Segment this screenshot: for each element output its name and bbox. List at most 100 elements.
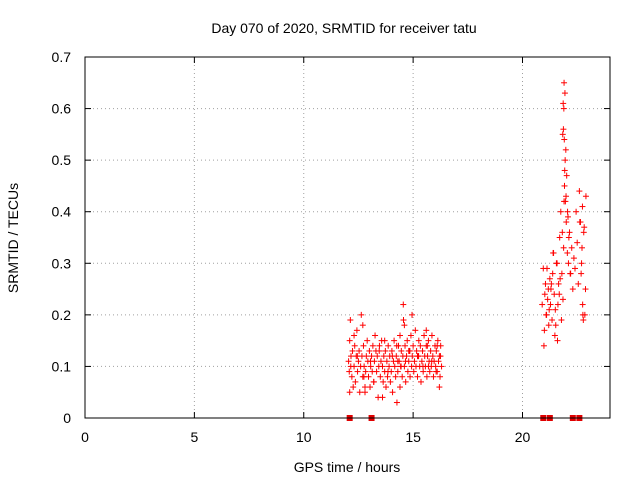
data-point	[367, 358, 374, 365]
data-point	[556, 234, 563, 241]
data-point	[376, 342, 383, 349]
data-point	[384, 368, 391, 375]
data-point	[367, 384, 374, 391]
data-point	[559, 296, 566, 303]
y-tick-label: 0.4	[52, 204, 72, 220]
data-point	[376, 347, 383, 354]
data-point	[428, 358, 435, 365]
data-point	[421, 332, 428, 339]
data-point	[562, 198, 569, 205]
data-point	[377, 373, 384, 380]
data-point	[394, 368, 401, 375]
data-point	[549, 317, 556, 324]
data-point	[398, 363, 405, 370]
data-point	[436, 384, 443, 391]
data-point	[402, 358, 409, 365]
data-point	[379, 363, 386, 370]
data-point	[393, 342, 400, 349]
data-point	[424, 353, 431, 360]
data-point	[412, 327, 419, 334]
data-point	[360, 373, 367, 380]
data-point	[402, 378, 409, 385]
data-point	[428, 332, 435, 339]
y-tick-label: 0.2	[52, 307, 72, 323]
data-point	[551, 291, 558, 298]
data-point	[563, 219, 570, 226]
x-tick-label: 15	[405, 429, 421, 445]
data-point	[562, 146, 569, 153]
data-point	[564, 208, 571, 215]
data-point	[351, 342, 358, 349]
plot-frame	[84, 56, 611, 419]
data-point	[554, 337, 561, 344]
data-point	[570, 255, 577, 262]
data-point	[558, 270, 565, 277]
data-point	[561, 182, 568, 189]
data-point	[387, 378, 394, 385]
y-tick-label: 0.6	[52, 101, 72, 117]
data-point	[579, 203, 586, 210]
data-point	[377, 358, 384, 365]
data-point	[400, 317, 407, 324]
data-point	[438, 363, 445, 370]
data-point	[540, 342, 547, 349]
data-point	[565, 234, 572, 241]
axis-ticks: 0 0.1 0.2 0.3 0.4 0.5 0.6 0.7 0 5 10 15 20	[52, 49, 610, 445]
data-point	[419, 347, 426, 354]
data-point	[539, 301, 546, 308]
data-point	[560, 126, 567, 133]
data-point	[380, 353, 387, 360]
data-point	[358, 311, 365, 318]
data-point	[367, 363, 374, 370]
data-point	[541, 327, 548, 334]
data-point	[414, 353, 421, 360]
data-point	[565, 260, 572, 267]
y-tick-label: 0.1	[52, 358, 72, 374]
data-point	[573, 208, 580, 215]
data-point	[547, 301, 554, 308]
data-point	[545, 322, 552, 329]
data-point	[409, 311, 416, 318]
data-point	[391, 363, 398, 370]
data-point	[579, 311, 586, 318]
x-tick-label: 0	[81, 429, 89, 445]
data-point	[403, 353, 410, 360]
data-point	[576, 188, 583, 195]
data-point	[560, 105, 567, 112]
data-point	[394, 358, 401, 365]
data-point	[391, 337, 398, 344]
data-point	[410, 342, 417, 349]
data-point	[559, 229, 566, 236]
data-point	[557, 275, 564, 282]
data-point	[383, 384, 389, 391]
data-point	[346, 337, 353, 344]
data-point	[389, 389, 396, 396]
data-point	[397, 384, 403, 391]
data-point	[361, 363, 368, 370]
data-point	[354, 368, 361, 375]
data-point	[579, 301, 586, 308]
data-point	[558, 317, 565, 324]
data-point	[563, 172, 570, 179]
data-point	[419, 363, 426, 370]
data-point	[560, 100, 567, 107]
data-point	[561, 167, 568, 174]
y-tick-label: 0.7	[52, 49, 72, 65]
data-point	[567, 270, 574, 277]
data-point	[386, 363, 393, 370]
data-point	[347, 317, 354, 324]
grid	[85, 57, 610, 418]
data-point	[349, 347, 356, 354]
data-point	[557, 208, 564, 215]
data-point	[572, 265, 578, 272]
data-point	[388, 347, 395, 354]
data-point	[425, 337, 432, 344]
data-point	[423, 373, 430, 380]
data-point	[548, 280, 555, 287]
data-point	[561, 90, 568, 97]
data-point	[392, 373, 399, 380]
data-point	[407, 332, 414, 339]
data-point	[400, 301, 407, 308]
data-point	[437, 353, 444, 360]
